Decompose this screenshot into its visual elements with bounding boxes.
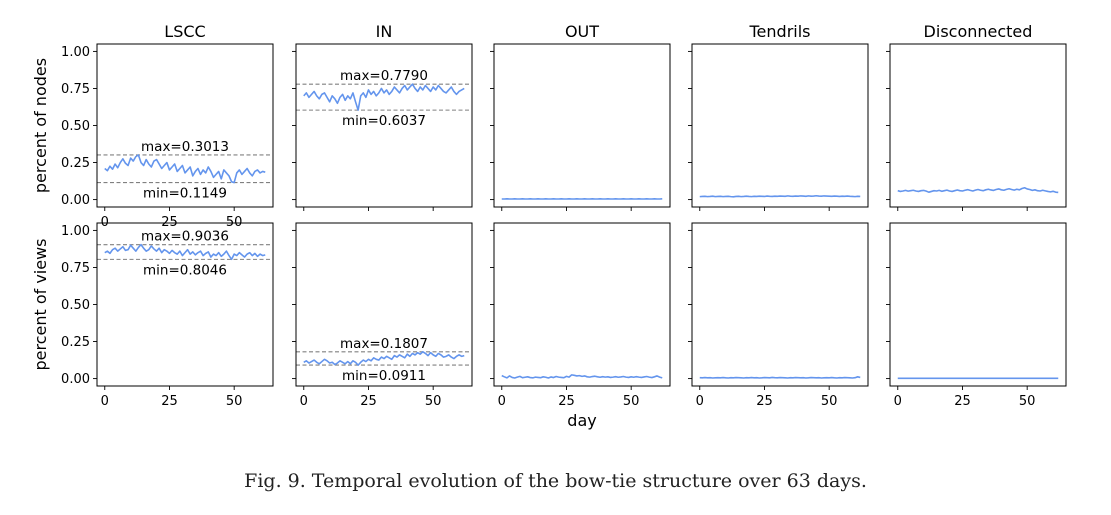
subplot-1-5: Disconnected [886,22,1067,211]
y-tick-label: 0.75 [61,82,90,97]
series-line [699,376,861,379]
max-annotation: max=0.9036 [141,229,229,245]
subplot-title: Tendrils [749,22,811,41]
series-line [104,243,266,261]
subplot-1-4: Tendrils [688,22,869,211]
y-tick-label: 0.50 [61,298,90,313]
y-tick-label: 1.00 [61,45,90,60]
min-annotation: min=0.0911 [342,368,426,384]
subplot-2-3: 0 25 50 day [490,222,671,430]
min-annotation: min=0.6037 [342,113,426,129]
x-tick-label: 0 [101,394,109,409]
figure-caption: Fig. 9. Temporal evolution of the bow-ti… [244,470,867,492]
plot-frame [889,43,1067,208]
x-tick-label: 25 [360,394,377,409]
subplot-1-2: max=0.7790 min=0.6037 IN [292,22,473,211]
min-annotation: min=0.8046 [143,262,227,278]
y-tick-label: 0.50 [61,119,90,134]
x-tick-label: 0 [498,394,506,409]
y-tick-label: 0.75 [61,261,90,276]
y-tick-label: 0.00 [61,193,90,208]
plot-frame [493,43,671,208]
series-line [501,374,663,379]
x-tick-label: 25 [756,394,773,409]
subplot-title: Disconnected [924,22,1033,41]
series-line [104,154,266,184]
x-tick-label: 50 [1019,394,1036,409]
x-tick-label: 0 [696,394,704,409]
plot-frame [691,222,869,387]
y-axis-label: percent of nodes [31,58,50,193]
subplot-title: LSCC [164,22,205,41]
subplot-title: OUT [565,22,599,41]
subplot-2-2: 0 25 50 max=0.1807 min=0.0911 [292,222,473,409]
y-tick-label: 0.25 [61,335,90,350]
y-tick-label: 0.25 [61,156,90,171]
plot-frame [295,222,473,387]
plot-frame [96,43,274,208]
subplot-title: IN [376,22,393,41]
subplot-2-1: 0 25 50 0.00 0.25 0.50 0.75 1.00 max=0.9036 min=0… [31,222,274,409]
series-line [699,194,861,198]
subplot-1-3: OUT [490,22,671,211]
subplot-2-5: 0 25 50 [886,222,1067,409]
x-tick-label: 25 [954,394,971,409]
plot-frame [889,222,1067,387]
series-line [303,83,465,111]
x-tick-label: 0 [300,394,308,409]
series-line [897,186,1059,194]
x-tick-label: 0 [894,394,902,409]
x-tick-label: 50 [226,394,243,409]
max-annotation: max=0.3013 [141,139,229,155]
min-annotation: min=0.1149 [143,186,227,202]
x-tick-label: 25 [161,394,178,409]
max-annotation: max=0.1807 [340,336,428,352]
y-tick-label: 1.00 [61,224,90,239]
x-tick-label: 25 [558,394,575,409]
plot-frame [96,222,274,387]
plot-frame [691,43,869,208]
subplot-1-1: 0 25 500.000.250.500.751.00max=0.3013min=0… [31,22,274,230]
y-tick-label: 0.00 [61,372,90,387]
plot-frame [493,222,671,387]
x-tick-label: 50 [623,394,640,409]
y-axis-label: percent of views [31,238,50,370]
plot-frame [295,43,473,208]
series-line [303,350,465,366]
subplot-2-4: 0 25 50 [688,222,869,409]
max-annotation: max=0.7790 [340,68,428,84]
x-tick-label: 50 [821,394,838,409]
x-tick-label: 50 [425,394,442,409]
x-axis-label: day [567,411,596,430]
